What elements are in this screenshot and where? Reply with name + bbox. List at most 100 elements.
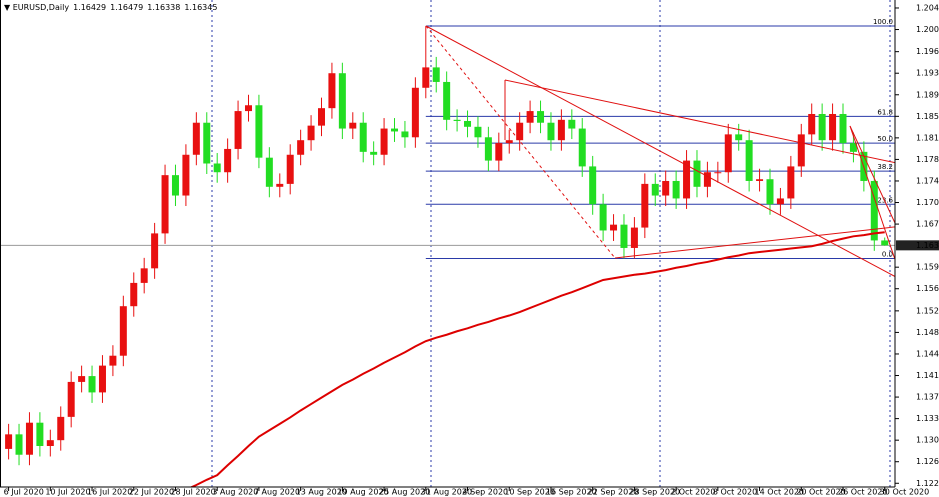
y-tick-label: 1.12630 — [916, 457, 939, 466]
fib-label: 23.6 — [877, 196, 893, 204]
candle-body — [808, 113, 816, 135]
last-price-label: 1.16345 — [916, 241, 939, 250]
x-tick-label: 3 Aug 2020 — [212, 488, 258, 497]
candle-body — [818, 113, 826, 141]
candle-body — [119, 306, 127, 356]
candle-body — [672, 180, 680, 199]
y-tick-label: 1.15970 — [916, 263, 939, 272]
candle-body — [526, 111, 534, 123]
candle-body — [683, 160, 691, 199]
y-tick-label: 1.17820 — [916, 155, 939, 164]
trend-line — [504, 79, 895, 164]
y-tick-label: 1.14110 — [916, 371, 939, 380]
candle-body — [724, 134, 732, 173]
candle-body — [776, 198, 784, 205]
y-tick-label: 1.13000 — [916, 436, 939, 445]
candle-body — [88, 376, 96, 393]
symbol: EURUSD,Daily — [13, 3, 70, 12]
candle-body — [693, 160, 701, 187]
candle-body — [151, 233, 159, 269]
y-tick-label: 1.20420 — [916, 3, 939, 12]
candle-body — [265, 157, 273, 187]
axes: 1.20420 1.20050 1.19670 1.19300 1.18930 1.185… — [4, 3, 939, 497]
candle-body — [130, 282, 138, 307]
header-close: 1.16345 — [184, 3, 217, 12]
trend-line — [425, 25, 895, 278]
x-tick-label: 30 Oct 2020 — [880, 488, 929, 497]
candle-body — [443, 81, 451, 120]
candle-body — [735, 134, 743, 141]
y-tick-label: 1.19670 — [916, 47, 939, 56]
fib-label: 0.0 — [882, 250, 893, 258]
chart-header: ▼ EURUSD,Daily 1.16429 1.16479 1.16338 1.163… — [4, 3, 217, 12]
x-tick-label: 10 Jul 2020 — [45, 488, 90, 497]
candle-body — [109, 355, 117, 366]
candle-body — [338, 73, 346, 129]
candle-body — [651, 183, 659, 196]
candle-body — [745, 140, 753, 181]
candle-body — [849, 143, 857, 152]
x-tick-label: 2 Oct 2020 — [671, 488, 715, 497]
candle-body — [401, 131, 409, 138]
candle-body — [5, 434, 13, 449]
y-tick-label: 1.17080 — [916, 198, 939, 207]
y-tick-label: 1.14480 — [916, 349, 939, 358]
candle-body — [589, 166, 597, 205]
candle-body — [370, 151, 378, 155]
trend-line — [614, 226, 895, 259]
candle-body — [870, 180, 878, 241]
candle-body — [484, 137, 492, 161]
candle-body — [787, 166, 795, 199]
candle-body — [380, 128, 388, 155]
x-tick-label: 31 Aug 2020 — [421, 488, 472, 497]
candles — [5, 26, 889, 466]
x-tick-label: 10 Sep 2020 — [504, 488, 555, 497]
candle-body — [328, 73, 336, 109]
candle-body — [505, 140, 513, 144]
y-tick-label: 1.13740 — [916, 393, 939, 402]
candle-body — [453, 119, 461, 121]
candle-body — [307, 125, 315, 141]
x-tick-label: 19 Aug 2020 — [337, 488, 388, 497]
x-tick-label: 22 Jul 2020 — [129, 488, 174, 497]
candle-body — [359, 122, 367, 152]
candle-body — [599, 204, 607, 231]
fib-label: 61.8 — [877, 108, 893, 116]
y-tick-label: 1.16710 — [916, 220, 939, 229]
candle-body — [516, 122, 524, 141]
x-tick-label: 26 Oct 2020 — [838, 488, 887, 497]
x-tick-label: 22 Sep 2020 — [588, 488, 639, 497]
y-tick-label: 1.17450 — [916, 176, 939, 185]
candle-body — [411, 87, 419, 138]
x-tick-label: 8 Oct 2020 — [713, 488, 757, 497]
candle-body — [46, 440, 54, 446]
x-tick-label: 6 Jul 2020 — [4, 488, 44, 497]
x-tick-label: 13 Aug 2020 — [296, 488, 347, 497]
candle-body — [244, 105, 252, 112]
y-tick-label: 1.15220 — [916, 306, 939, 315]
candle-body — [578, 128, 586, 167]
candle-body — [422, 67, 430, 88]
candle-body — [171, 175, 179, 196]
candle-body — [391, 128, 399, 132]
candle-body — [756, 179, 764, 181]
candle-body — [797, 134, 805, 167]
candle-body — [36, 422, 44, 446]
candle-body — [557, 119, 565, 141]
y-tick-label: 1.20050 — [916, 25, 939, 34]
candle-body — [881, 240, 889, 246]
candle-body — [537, 111, 545, 123]
header-low: 1.16338 — [147, 3, 180, 12]
candle-body — [161, 175, 169, 234]
candle-body — [78, 376, 86, 382]
header-open: 1.16429 — [73, 3, 106, 12]
candle-body — [610, 224, 618, 231]
candle-body — [641, 183, 649, 228]
y-tick-label: 1.15600 — [916, 284, 939, 293]
y-tick-label: 1.13370 — [916, 414, 939, 423]
candle-body — [495, 143, 503, 161]
y-tick-label: 1.12260 — [916, 479, 939, 488]
candle-body — [630, 227, 638, 248]
